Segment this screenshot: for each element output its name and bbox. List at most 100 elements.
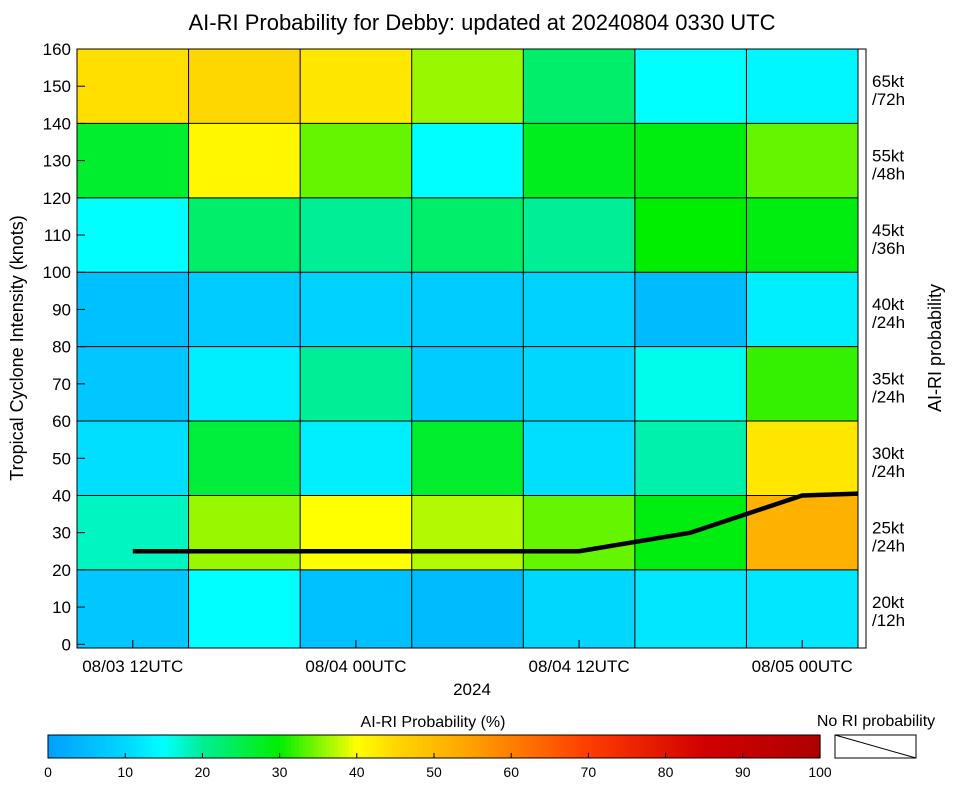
colorbar-tick-label: 70 [581,764,597,780]
colorbar-segment [646,735,651,758]
colorbar-segment [90,735,95,758]
colorbar-segment [661,735,667,758]
colorbar-segment [202,735,207,758]
heatmap-cell [411,272,524,347]
colorbar-segment [132,735,138,758]
colorbar-segment [241,735,246,758]
row-label-kt: 30kt [872,444,904,463]
colorbar-segment [777,735,782,758]
colorbar-tick-label: 0 [44,764,52,780]
colorbar-segment [268,735,273,758]
colorbar-segment [82,735,88,758]
colorbar-segment [665,735,671,758]
heatmap-cell [523,49,635,124]
colorbar-segment [773,735,779,758]
colorbar-segment [314,735,319,758]
colorbar-segment [808,735,813,758]
heatmap-cell [188,569,301,648]
colorbar-segment [368,735,373,758]
heatmap-cell [300,49,412,124]
colorbar-tick-label: 100 [808,764,832,780]
colorbar-segment [572,735,578,758]
colorbar-segment [599,735,605,758]
colorbar-segment [792,735,798,758]
colorbar-segment [708,735,713,758]
colorbar-segment [256,735,261,758]
colorbar-segment [762,735,767,758]
colorbar-segment [457,735,462,758]
colorbar-segment [221,735,227,758]
colorbar-segment [542,735,547,758]
heatmap-cell [523,421,635,496]
y-axis-ticks: 0 10 20 30 40 50 60 70 80 90 100 110 120 130 140 150 160 [43,40,85,654]
colorbar-segment [584,735,589,758]
colorbar-segment [105,735,111,758]
colorbar-segment [692,735,698,758]
colorbar-segment [657,735,663,758]
colorbar-segment [491,735,497,758]
colorbar-segment [410,735,416,758]
colorbar-segment [364,735,369,758]
colorbar-segment [329,735,335,758]
colorbar-segment [627,735,632,758]
heatmap-cell [77,272,189,347]
colorbar-segment [360,735,366,758]
colorbar-segment [634,735,640,758]
colorbar-segment [816,735,821,758]
colorbar-tick-label: 40 [349,764,365,780]
heatmap-cell [188,272,301,347]
colorbar-segment [700,735,705,758]
colorbar-segment [623,735,628,758]
colorbar-segment [194,735,200,758]
colorbar-segment [711,735,717,758]
colorbar-segment [588,735,593,758]
heatmap-cell [77,346,189,422]
colorbar-segment [59,735,65,758]
colorbar-segment [136,735,142,758]
colorbar-segment [565,735,570,758]
heatmap-cell [300,495,412,570]
heatmap-cell [300,272,412,347]
colorbar-tick-label: 50 [426,764,442,780]
colorbar-segment [738,735,744,758]
heatmap-cell [188,346,301,422]
colorbar-segment [306,735,312,758]
colorbar-segment [453,735,458,758]
colorbar-segment [765,735,771,758]
x-tick-label: 08/04 12UTC [529,657,630,676]
row-label-kt: 35kt [872,370,904,389]
colorbar-segment [669,735,674,758]
y-tick-label: 70 [52,375,71,394]
y-tick-label: 10 [52,598,71,617]
y-tick-label: 80 [52,338,71,357]
colorbar-segment [445,735,451,758]
colorbar-segment [260,735,265,758]
row-label-hours: /24h [872,536,905,555]
colorbar-segment [719,735,725,758]
colorbar-segment [615,735,620,758]
colorbar-segment [148,735,153,758]
colorbar-segment [156,735,161,758]
colorbar-segment [642,735,647,758]
heatmap-cell [77,123,189,198]
heatmap-cell [411,569,524,648]
colorbar-segment [295,735,300,758]
colorbar-segment [144,735,149,758]
colorbar-segment [291,735,296,758]
y-tick-label: 100 [43,263,71,282]
heatmap-cell [411,421,524,496]
colorbar-segment [638,735,644,758]
y-tick-label: 130 [43,152,71,171]
colorbar-segment [507,735,512,758]
colorbar-segment [248,735,254,758]
heatmap-cell [411,49,524,124]
colorbar-segment [611,735,617,758]
colorbar-segment [696,735,701,758]
y-tick-label: 160 [43,40,71,59]
colorbar-segment [576,735,582,758]
colorbar-segment [561,735,566,758]
colorbar-segment [179,735,184,758]
colorbar-segment [51,735,57,758]
colorbar-segment [102,735,107,758]
heatmap-cell [523,569,635,648]
